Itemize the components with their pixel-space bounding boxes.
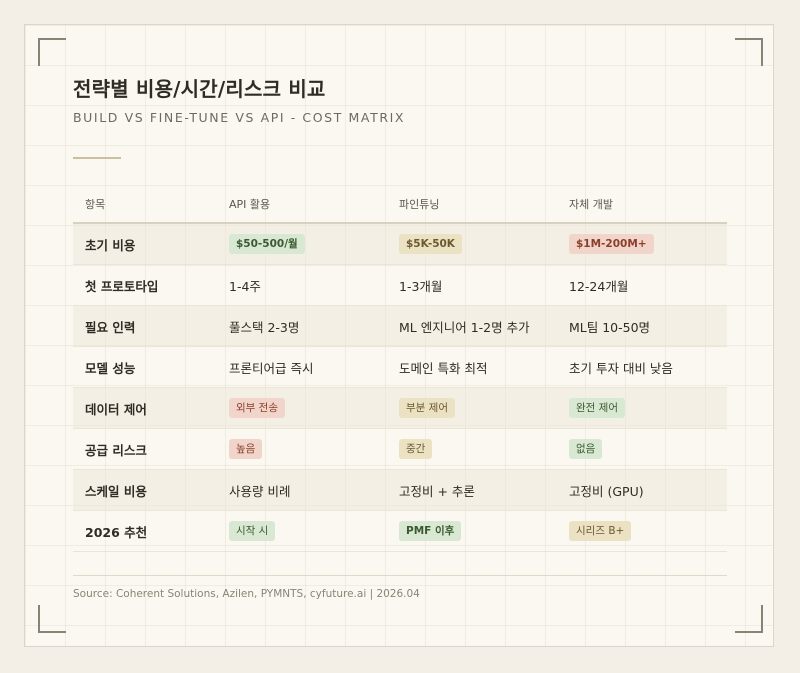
cell-build: 시리즈 B+ <box>557 510 727 552</box>
table-row-data-control: 데이터 제어 외부 전송 부분 제어 완전 제어 <box>73 387 727 429</box>
status-badge: 시작 시 <box>229 521 276 541</box>
cell-build: 고정비 (GPU) <box>557 469 727 511</box>
table-row-scale-cost: 스케일 비용 사용량 비례 고정비 + 추론 고정비 (GPU) <box>73 469 727 511</box>
corner-bracket-top-right <box>735 38 763 66</box>
cell-build: 초기 투자 대비 낮음 <box>557 346 727 388</box>
row-label: 필요 인력 <box>73 305 217 347</box>
cell-api: 외부 전송 <box>217 387 387 429</box>
column-header-item: 항목 <box>73 185 217 224</box>
cell-api: 사용량 비례 <box>217 469 387 511</box>
cell-finetune: 고정비 + 추론 <box>387 469 557 511</box>
row-label: 데이터 제어 <box>73 387 217 429</box>
page-subtitle: BUILD VS FINE-TUNE VS API - COST MATRIX <box>73 110 406 125</box>
cell-finetune: ML 엔지니어 1-2명 추가 <box>387 305 557 347</box>
cell-finetune: PMF 이후 <box>387 510 557 552</box>
row-label: 모델 성능 <box>73 346 217 388</box>
column-header-api: API 활용 <box>217 185 387 224</box>
status-badge: 완전 제어 <box>569 398 625 418</box>
status-badge: $5K-50K <box>399 234 462 254</box>
cell-api: 1-4주 <box>217 264 387 306</box>
table-header-row: 항목 API 활용 파인튜닝 자체 개발 <box>73 185 727 224</box>
status-badge: 중간 <box>399 439 433 459</box>
cell-finetune: $5K-50K <box>387 223 557 265</box>
cell-api: $50-500/월 <box>217 223 387 265</box>
cell-api: 프론티어급 즉시 <box>217 346 387 388</box>
cell-api: 시작 시 <box>217 510 387 552</box>
status-badge: 외부 전송 <box>229 398 285 418</box>
row-label: 첫 프로토타입 <box>73 264 217 306</box>
column-header-finetune: 파인튜닝 <box>387 185 557 224</box>
title-divider <box>73 157 121 159</box>
cell-api: 풀스택 2-3명 <box>217 305 387 347</box>
status-badge: 부분 제어 <box>399 398 455 418</box>
cell-finetune: 부분 제어 <box>387 387 557 429</box>
corner-bracket-top-left <box>38 38 66 66</box>
row-label: 초기 비용 <box>73 223 217 265</box>
cell-finetune: 중간 <box>387 428 557 470</box>
table-row-recommendation-2026: 2026 추천 시작 시 PMF 이후 시리즈 B+ <box>73 510 727 552</box>
cell-build: $1M-200M+ <box>557 223 727 265</box>
status-badge: 높음 <box>229 439 263 459</box>
table-row-model-performance: 모델 성능 프론티어급 즉시 도메인 특화 최적 초기 투자 대비 낮음 <box>73 346 727 388</box>
source-note: Source: Coherent Solutions, Azilen, PYMN… <box>73 588 420 600</box>
cell-build: 완전 제어 <box>557 387 727 429</box>
cell-finetune: 도메인 특화 최적 <box>387 346 557 388</box>
row-label: 공급 리스크 <box>73 428 217 470</box>
status-badge: $50-500/월 <box>229 234 305 254</box>
cell-build: ML팀 10-50명 <box>557 305 727 347</box>
table-row-initial-cost: 초기 비용 $50-500/월 $5K-50K $1M-200M+ <box>73 223 727 265</box>
cell-finetune: 1-3개월 <box>387 264 557 306</box>
corner-bracket-bottom-left <box>38 605 66 633</box>
status-badge: $1M-200M+ <box>569 234 654 254</box>
cell-build: 없음 <box>557 428 727 470</box>
status-badge: 없음 <box>569 439 603 459</box>
column-header-build: 자체 개발 <box>557 185 727 224</box>
cost-matrix-table: 항목 API 활용 파인튜닝 자체 개발 초기 비용 $50-500/월 $5K-5… <box>73 185 727 552</box>
cell-build: 12-24개월 <box>557 264 727 306</box>
page-title: 전략별 비용/시간/리스크 비교 <box>73 77 326 101</box>
row-label: 2026 추천 <box>73 510 217 552</box>
status-badge: 시리즈 B+ <box>569 521 632 541</box>
matrix-card: 전략별 비용/시간/리스크 비교 BUILD VS FINE-TUNE VS A… <box>24 24 774 647</box>
table-row-supply-risk: 공급 리스크 높음 중간 없음 <box>73 428 727 470</box>
row-label: 스케일 비용 <box>73 469 217 511</box>
table-row-required-staff: 필요 인력 풀스택 2-3명 ML 엔지니어 1-2명 추가 ML팀 10-50명 <box>73 305 727 347</box>
status-badge: PMF 이후 <box>399 521 462 541</box>
cell-api: 높음 <box>217 428 387 470</box>
table-row-first-prototype: 첫 프로토타입 1-4주 1-3개월 12-24개월 <box>73 264 727 306</box>
footer-divider <box>73 575 727 576</box>
corner-bracket-bottom-right <box>735 605 763 633</box>
